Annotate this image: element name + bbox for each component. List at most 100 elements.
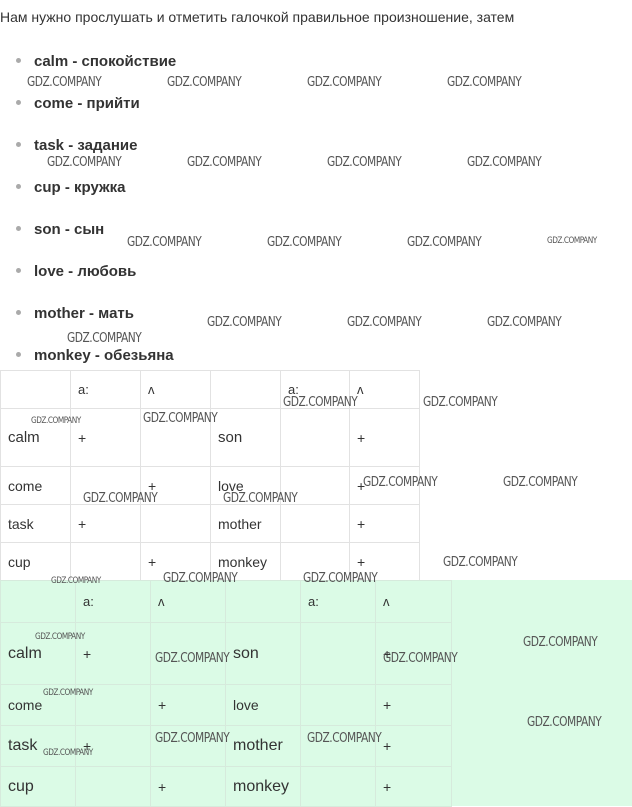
table-cell: [280, 408, 350, 467]
table-cell: son: [210, 408, 281, 467]
bullet-icon: [16, 351, 21, 357]
table-cell: +: [70, 408, 141, 467]
table-row: cup + monkey +: [0, 766, 452, 807]
answer-table: a: ʌ a: ʌ calm + son + come + love + tas…: [0, 580, 452, 807]
bullet-icon: [16, 225, 21, 231]
watermark: GDZ.COMPANY: [327, 155, 402, 170]
table-cell: +: [349, 466, 420, 505]
table-cell: [75, 766, 151, 807]
table-cell: come: [0, 684, 76, 726]
list-item: cup - кружка: [16, 179, 125, 196]
table-row: calm + son +: [0, 408, 420, 467]
table-cell: [300, 725, 376, 767]
table-cell: monkey: [210, 542, 281, 581]
table-cell: +: [140, 466, 211, 505]
bullet-icon: [16, 309, 21, 315]
table-cell: +: [150, 766, 226, 807]
phonetics-table: a: ʌ a: ʌ calm + son + come + love + tas…: [0, 370, 420, 581]
table-header-cell: ʌ: [140, 370, 211, 409]
table-cell: [140, 408, 211, 467]
table-header-cell: a:: [70, 370, 141, 409]
table-cell: come: [0, 466, 71, 505]
table-cell: +: [140, 542, 211, 581]
watermark: GDZ.COMPANY: [127, 235, 202, 250]
table-cell: son: [225, 622, 301, 685]
table-cell: +: [150, 684, 226, 726]
table-cell: calm: [0, 408, 71, 467]
list-item: monkey - обезьяна: [16, 347, 174, 364]
bullet-icon: [16, 99, 21, 105]
table-cell: [150, 725, 226, 767]
table-cell: +: [375, 766, 452, 807]
table-cell: [75, 684, 151, 726]
table-cell: [280, 504, 350, 543]
table-header-cell: [0, 370, 71, 409]
table-header-row: a: ʌ a: ʌ: [0, 370, 420, 409]
table-cell: +: [349, 408, 420, 467]
watermark: GDZ.COMPANY: [423, 395, 498, 410]
table-header-cell: ʌ: [375, 580, 452, 623]
list-item: task - задание: [16, 137, 137, 154]
table-cell: task: [0, 504, 71, 543]
table-cell: [70, 466, 141, 505]
watermark: GDZ.COMPANY: [503, 475, 578, 490]
table-header-cell: ʌ: [349, 370, 420, 409]
table-cell: [150, 622, 226, 685]
table-header-cell: ʌ: [150, 580, 226, 623]
table-cell: mother: [210, 504, 281, 543]
table-cell: task: [0, 725, 76, 767]
table-cell: +: [375, 725, 452, 767]
table-cell: cup: [0, 542, 71, 581]
table-cell: [300, 766, 376, 807]
watermark: GDZ.COMPANY: [187, 155, 262, 170]
table-header-cell: [210, 370, 281, 409]
table-cell: [280, 466, 350, 505]
watermark: GDZ.COMPANY: [467, 155, 542, 170]
table-row: come + love +: [0, 466, 420, 505]
table-header-cell: [0, 580, 76, 623]
watermark: GDZ.COMPANY: [487, 315, 562, 330]
list-item: come - прийти: [16, 95, 140, 112]
table-cell: +: [70, 504, 141, 543]
table-cell: [300, 622, 376, 685]
table-header-cell: a:: [300, 580, 376, 623]
watermark: GDZ.COMPANY: [443, 555, 518, 570]
watermark: GDZ.COMPANY: [307, 75, 382, 90]
watermark: GDZ.COMPANY: [267, 235, 342, 250]
list-item: son - сын: [16, 221, 104, 238]
list-item: love - любовь: [16, 263, 136, 280]
list-item: calm - спокойствие: [16, 53, 176, 70]
bullet-icon: [16, 57, 21, 63]
watermark: GDZ.COMPANY: [207, 315, 282, 330]
table-cell: [300, 684, 376, 726]
table-cell: mother: [225, 725, 301, 767]
watermark: GDZ.COMPANY: [47, 155, 122, 170]
table-row: task + mother +: [0, 725, 452, 767]
table-row: come + love +: [0, 684, 452, 726]
bullet-icon: [16, 267, 21, 273]
watermark: GDZ.COMPANY: [27, 75, 102, 90]
watermark: GDZ.COMPANY: [407, 235, 482, 250]
table-cell: calm: [0, 622, 76, 685]
watermark: GDZ.COMPANY: [67, 331, 142, 346]
table-header-cell: [225, 580, 301, 623]
table-cell: love: [225, 684, 301, 726]
table-cell: +: [349, 542, 420, 581]
bullet-icon: [16, 183, 21, 189]
table-cell: [70, 542, 141, 581]
table-cell: +: [375, 622, 452, 685]
table-cell: +: [75, 725, 151, 767]
watermark: GDZ.COMPANY: [447, 75, 522, 90]
table-cell: [140, 504, 211, 543]
watermark: GDZ.COMPANY: [167, 75, 242, 90]
watermark: GDZ.COMPANY: [547, 236, 597, 246]
watermark: GDZ.COMPANY: [347, 315, 422, 330]
table-cell: +: [75, 622, 151, 685]
table-cell: monkey: [225, 766, 301, 807]
table-cell: +: [349, 504, 420, 543]
table-header-row: a: ʌ a: ʌ: [0, 580, 452, 623]
list-item: mother - мать: [16, 305, 134, 322]
table-header-cell: a:: [280, 370, 350, 409]
table-cell: love: [210, 466, 281, 505]
table-row: calm + son +: [0, 622, 452, 685]
